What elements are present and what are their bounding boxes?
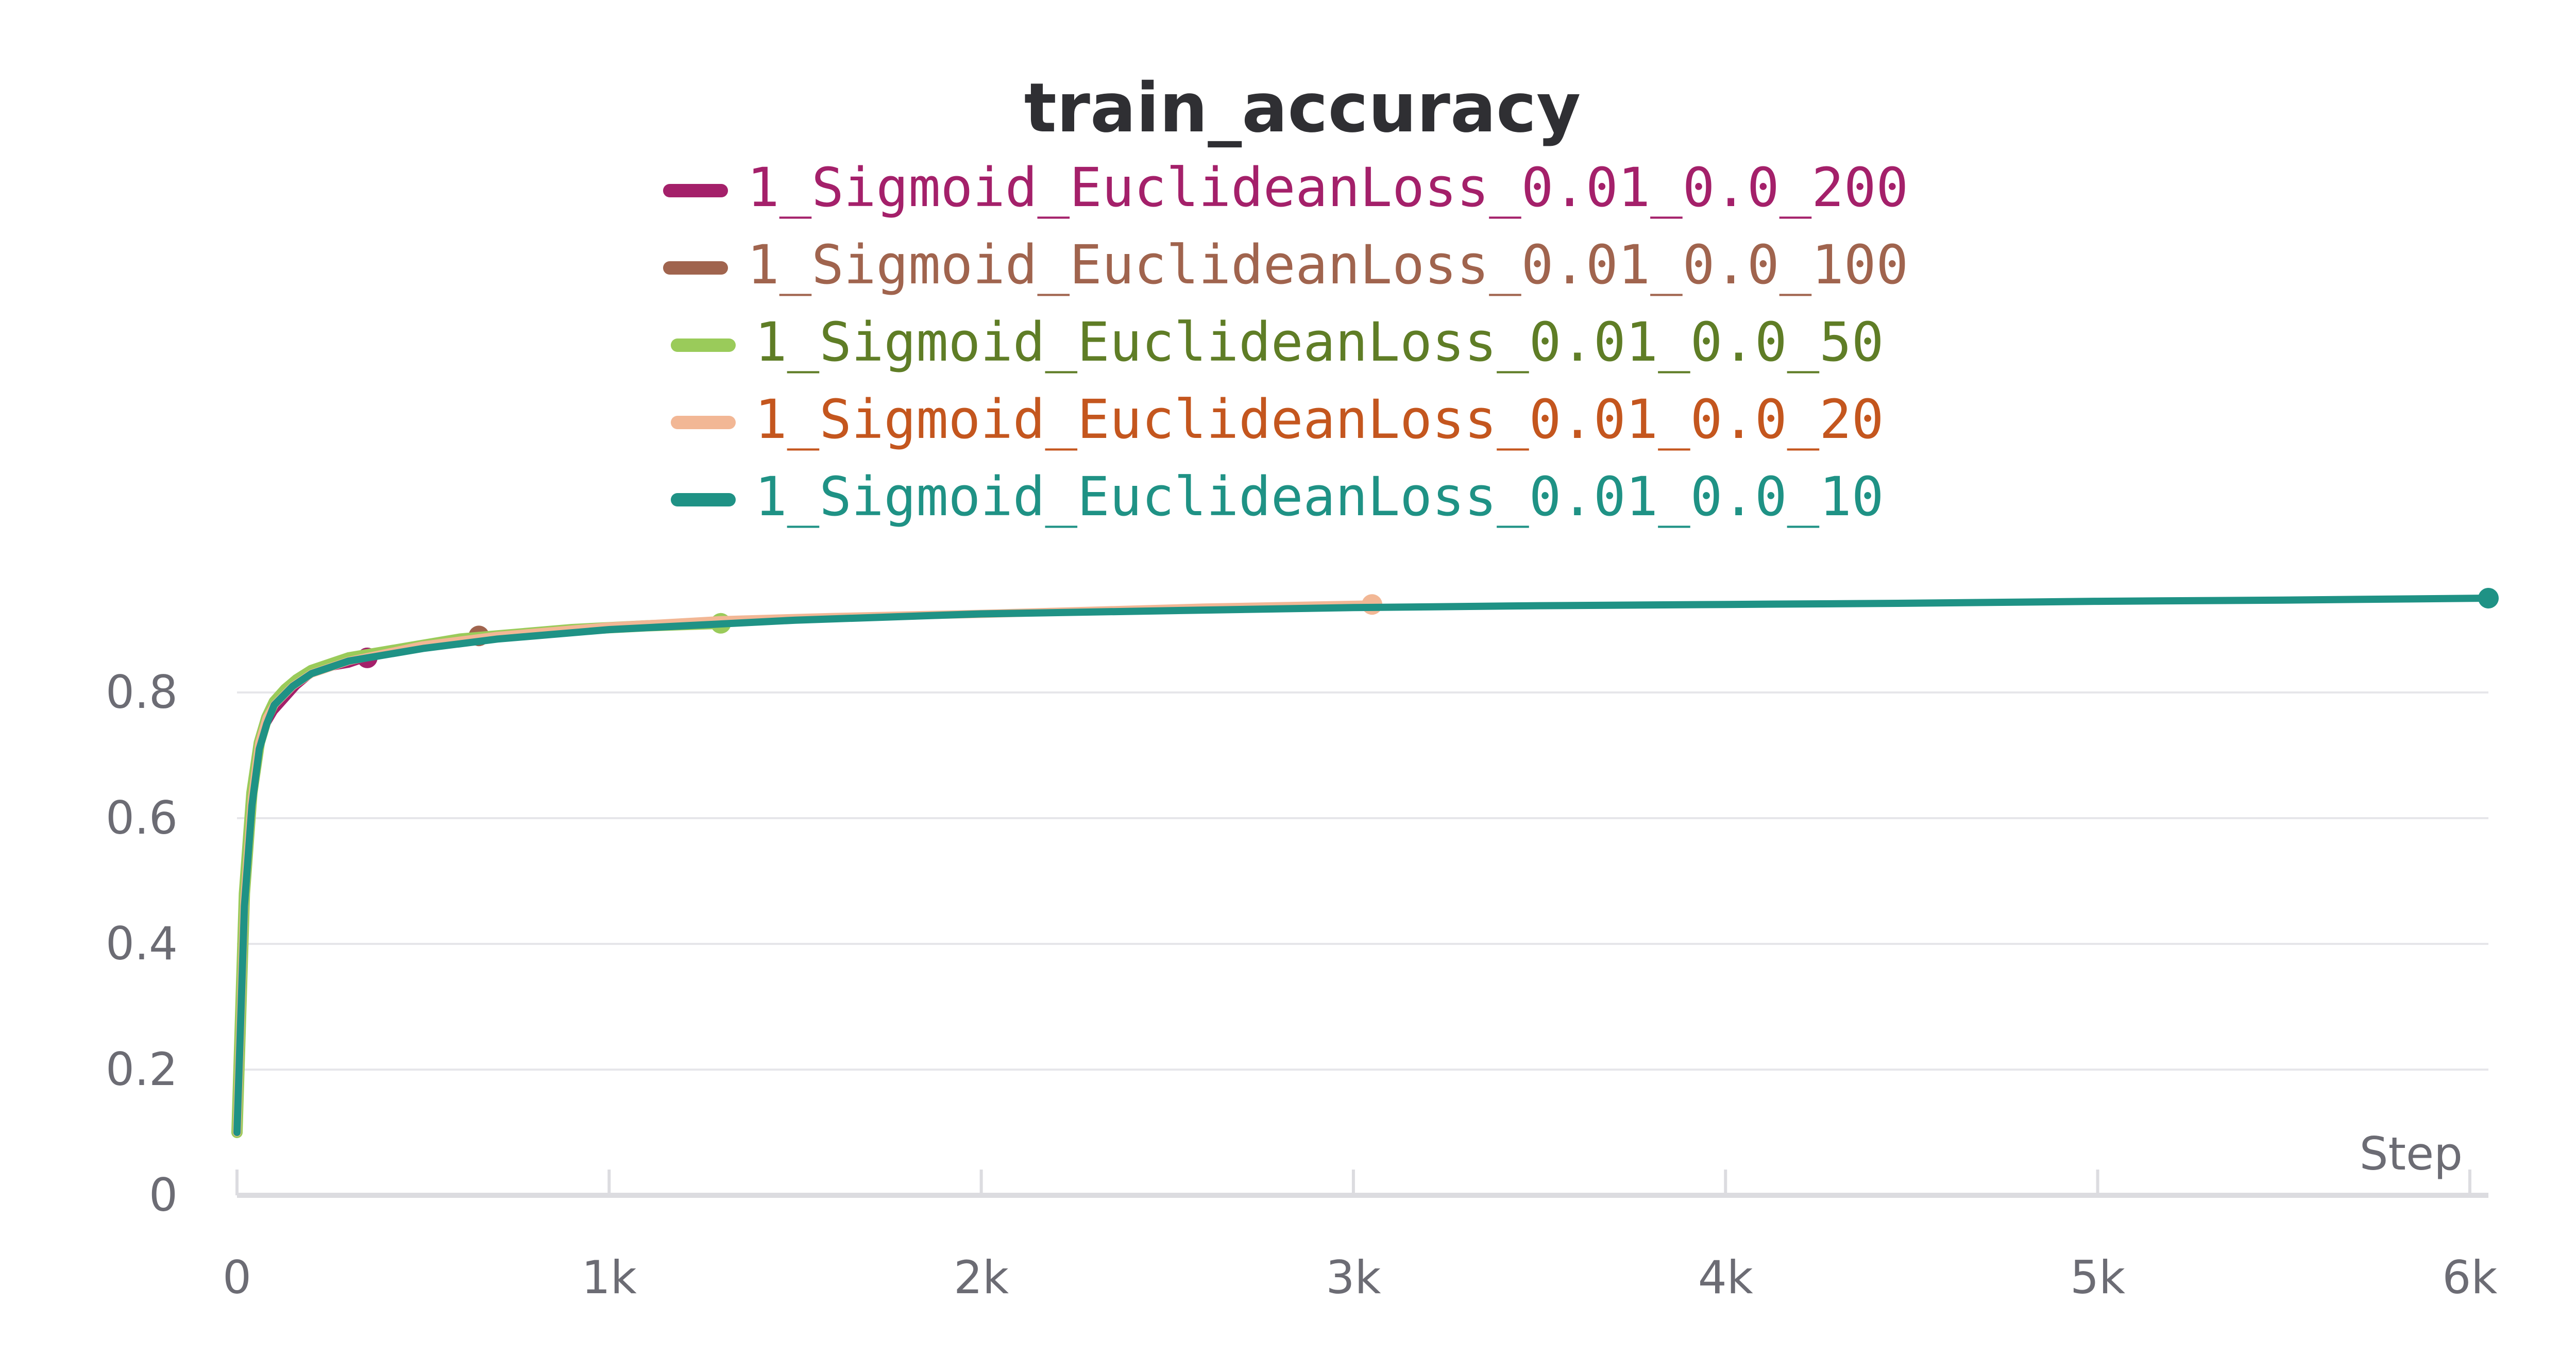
- y-tick-label: 0: [149, 1169, 178, 1222]
- legend-label: 1_Sigmoid_EuclideanLoss_0.01_0.0_10: [755, 465, 1884, 528]
- x-tick-label: 6k: [2442, 1251, 2497, 1304]
- x-tick-label: 4k: [1698, 1251, 1753, 1304]
- x-tick-label: 2k: [954, 1251, 1009, 1304]
- y-tick-label: 0.6: [106, 791, 178, 844]
- legend-label: 1_Sigmoid_EuclideanLoss_0.01_0.0_100: [747, 233, 1908, 296]
- legend-label: 1_Sigmoid_EuclideanLoss_0.01_0.0_50: [755, 311, 1884, 374]
- x-tick-label: 1k: [582, 1251, 637, 1304]
- y-tick-label: 0.8: [106, 666, 178, 719]
- x-axis-label: Step: [2360, 1127, 2463, 1180]
- series-group: [231, 588, 2499, 1138]
- y-tick-label: 0.4: [106, 917, 178, 970]
- series-line: [233, 600, 1377, 1137]
- x-tick-label: 5k: [2070, 1251, 2125, 1304]
- x-tick-label: 3k: [1326, 1251, 1381, 1304]
- x-axis: 0 1k 2k 3k 4k 5k 6k: [223, 1170, 2497, 1304]
- legend-label: 1_Sigmoid_EuclideanLoss_0.01_0.0_200: [747, 156, 1908, 219]
- y-axis: 0 0.2 0.4 0.6 0.8: [106, 666, 178, 1222]
- y-tick-label: 0.2: [106, 1043, 178, 1096]
- x-tick-label: 0: [223, 1251, 251, 1304]
- series-line: [231, 617, 726, 1138]
- grid-lines: [237, 691, 2488, 1071]
- legend-label: 1_Sigmoid_EuclideanLoss_0.01_0.0_20: [755, 388, 1884, 451]
- chart-title: train_accuracy: [1024, 69, 1581, 148]
- legend: 1_Sigmoid_EuclideanLoss_0.01_0.0_200 1_Si…: [663, 156, 1908, 528]
- series-line: [233, 654, 371, 1136]
- series-line: [233, 595, 2492, 1136]
- series-end-point: [2478, 588, 2499, 608]
